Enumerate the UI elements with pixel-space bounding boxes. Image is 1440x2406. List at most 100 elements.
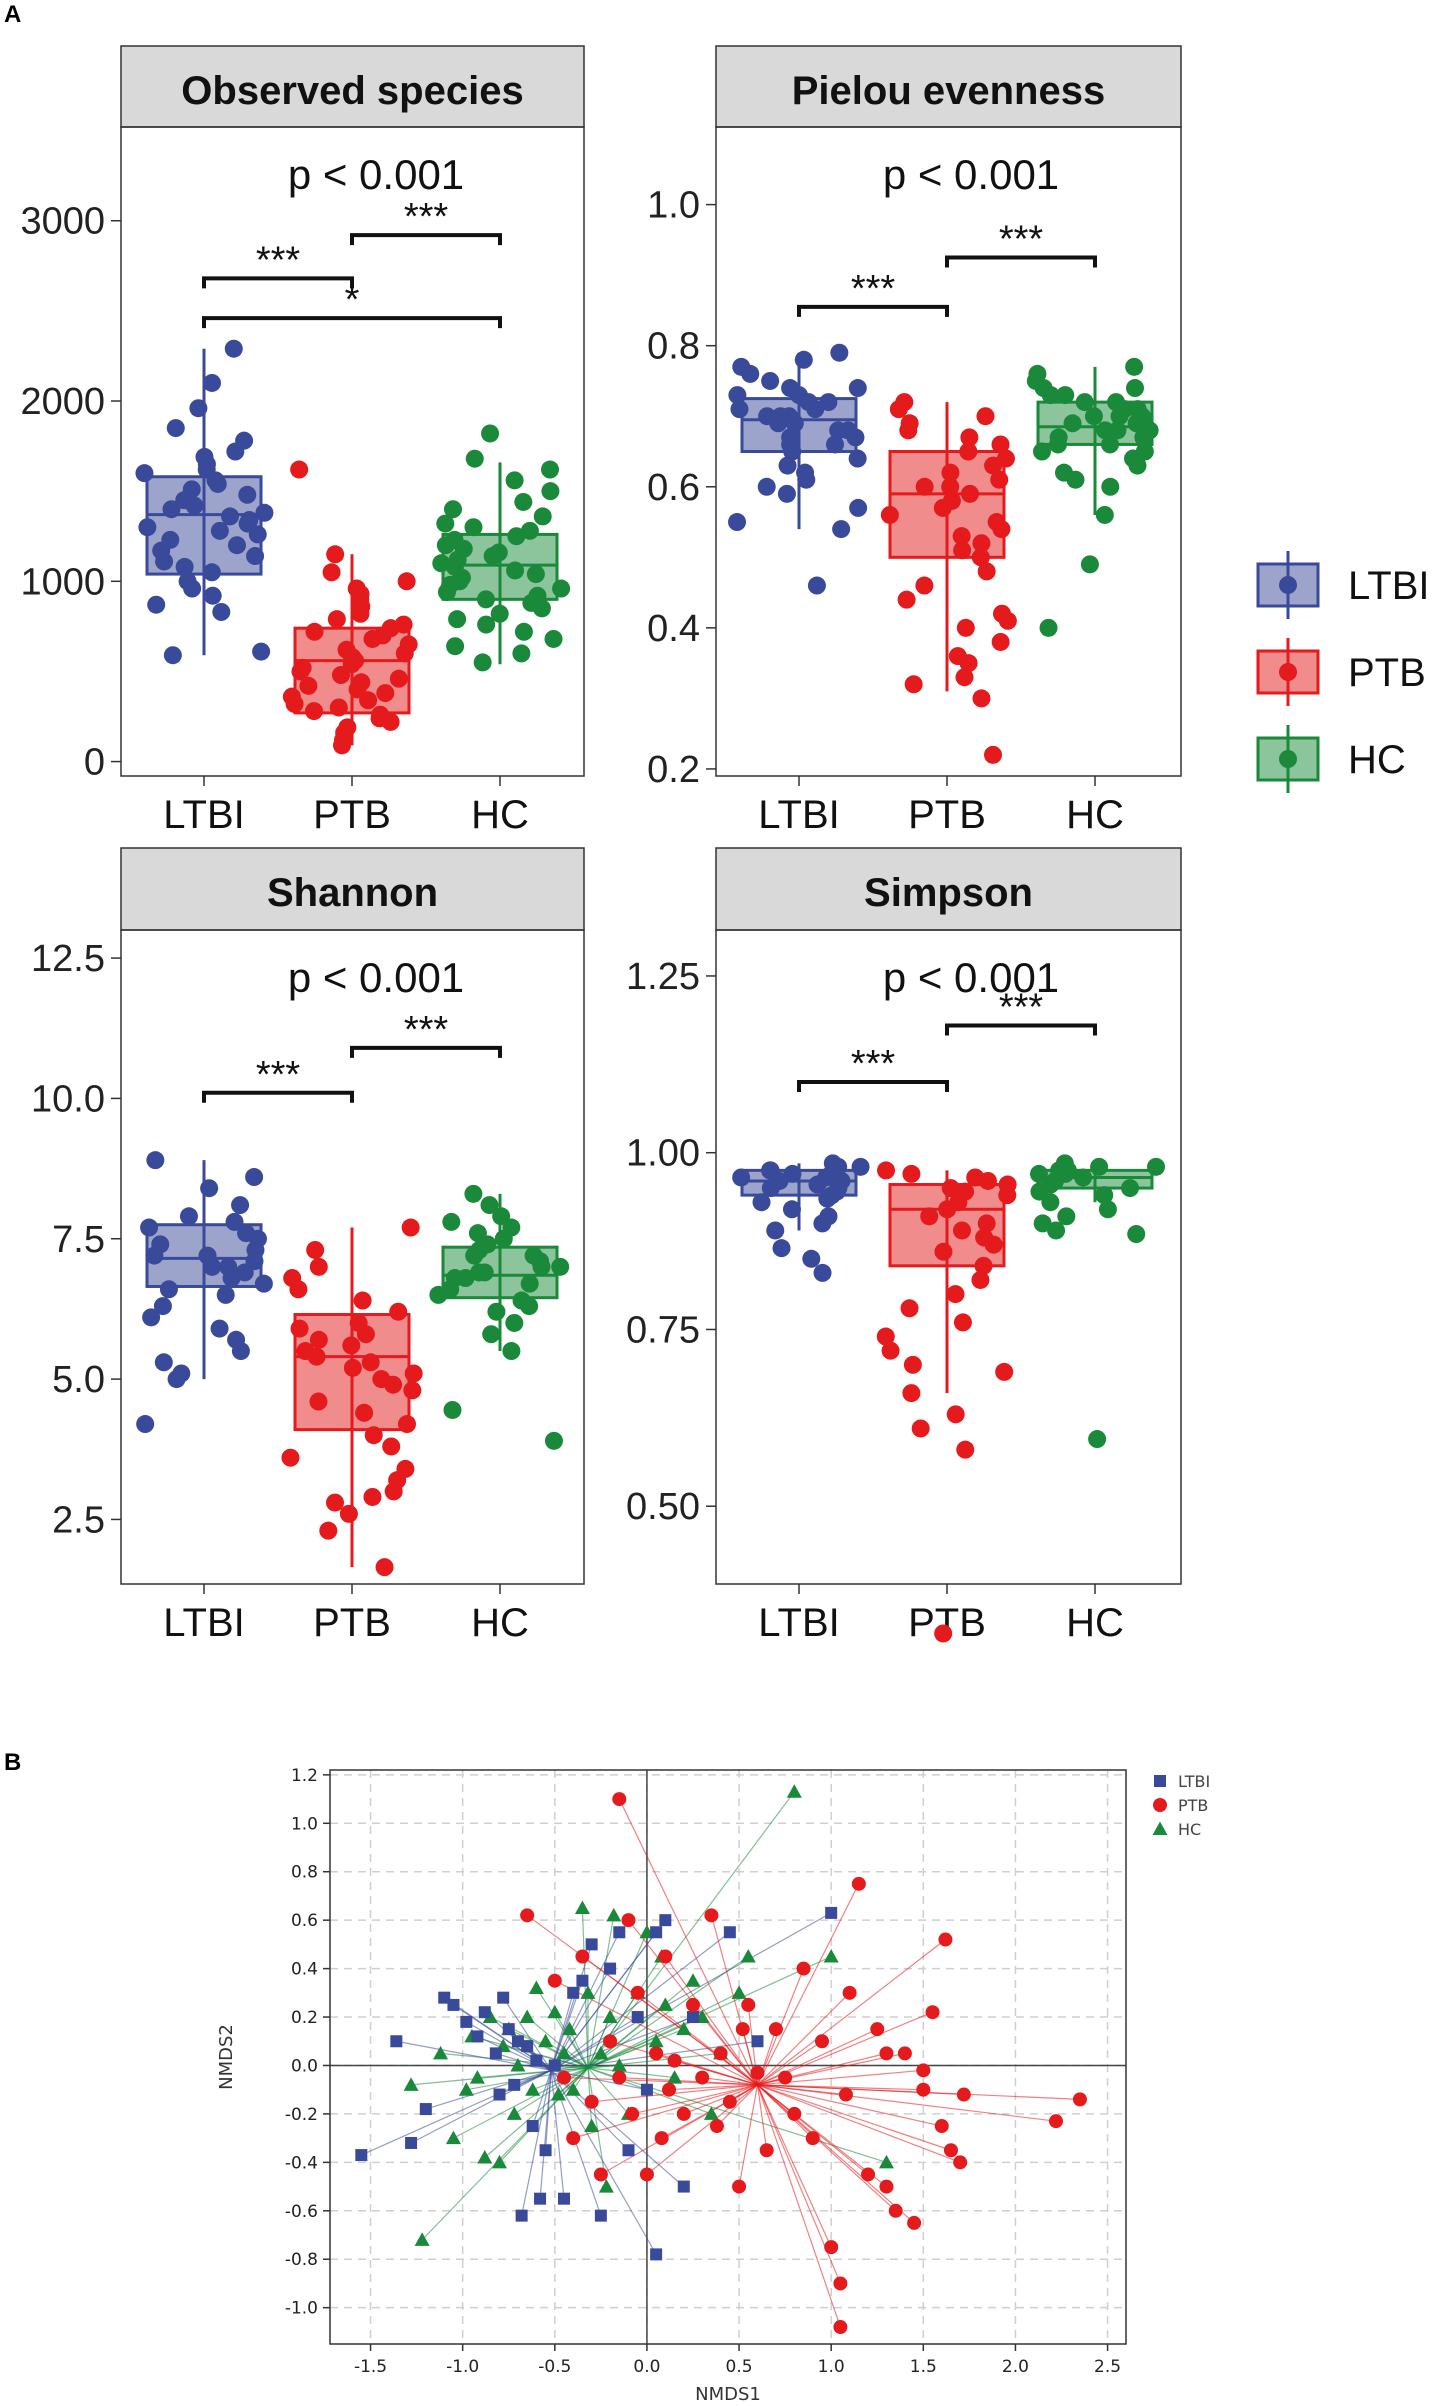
point-hc <box>464 1184 483 1203</box>
point-hc <box>456 1269 475 1288</box>
nmds-point-ptb <box>833 2276 848 2291</box>
point-ltbi <box>163 646 182 665</box>
strip-observed <box>120 45 585 128</box>
spider-line-ptb <box>646 2084 758 2175</box>
point-ltbi <box>200 1179 219 1198</box>
y-tick-label-shannon: 12.5 <box>31 938 105 980</box>
point-ptb <box>956 1440 975 1459</box>
point-ltbi <box>777 484 796 503</box>
point-ptb <box>889 400 908 419</box>
significance-bracket <box>797 304 949 317</box>
plot-title-observed: Observed species <box>181 69 523 113</box>
point-hc <box>1095 505 1114 524</box>
point-ltbi <box>255 503 274 522</box>
panel-b-label: B <box>4 1749 21 1776</box>
point-ptb <box>881 1341 900 1360</box>
y-tick-label-simpson: 0.50 <box>626 1486 700 1528</box>
spider-line-ltbi <box>502 1997 552 2071</box>
nmds-point-ptb <box>879 2179 894 2194</box>
point-hc <box>436 536 455 555</box>
nmds-y-tick-label: -0.4 <box>285 2153 318 2173</box>
spider-line-ptb <box>757 2028 878 2086</box>
spider-line-hc <box>587 2052 721 2069</box>
nmds-point-hc <box>606 1907 622 1922</box>
point-ptb <box>952 1221 971 1240</box>
nmds-point-ltbi <box>478 2006 491 2019</box>
point-ltbi <box>166 419 185 438</box>
point-ltbi <box>135 464 154 483</box>
point-ltbi <box>849 498 868 517</box>
nmds-point-ltbi <box>489 2047 502 2060</box>
spider-line-hc <box>587 2067 675 2079</box>
spider-line-ltbi <box>550 2016 694 2071</box>
point-ltbi <box>202 563 221 582</box>
nmds-point-hc <box>445 2130 461 2145</box>
point-ptb <box>911 1419 930 1438</box>
point-ptb <box>995 1362 1014 1381</box>
nmds-y-tick-label: 0.4 <box>291 1960 318 1980</box>
spider-line-ptb <box>756 1883 860 2086</box>
point-ltbi <box>216 1285 235 1304</box>
nmds-point-ptb <box>704 1908 719 1923</box>
nmds-point-ptb <box>654 2131 669 2146</box>
point-hc <box>541 460 560 479</box>
point-ptb <box>353 1291 372 1310</box>
point-ltbi <box>783 442 802 461</box>
nmds-point-ptb <box>547 1973 562 1988</box>
point-hc <box>1048 435 1067 454</box>
nmds-legend-key-ptb <box>1153 1798 1167 1812</box>
nmds-point-ptb <box>649 2046 664 2061</box>
nmds-point-hc <box>547 2004 563 2019</box>
point-ltbi <box>741 364 760 383</box>
point-hc <box>1047 1221 1066 1240</box>
point-ptb <box>361 1353 380 1372</box>
point-ptb <box>384 1375 403 1394</box>
nmds-x-tick-label: -1.5 <box>354 2357 387 2377</box>
point-ptb <box>903 1355 922 1374</box>
p-value-simpson: p < 0.001 <box>883 954 1059 1001</box>
spider-line-ptb <box>618 1798 759 2086</box>
nmds-point-ltbi <box>585 1938 598 1951</box>
significance-bracket <box>202 276 354 289</box>
nmds-point-ptb <box>833 2320 848 2335</box>
point-ptb <box>941 1179 960 1198</box>
point-ltbi <box>189 399 208 418</box>
spider-line-hc <box>581 1908 589 2068</box>
spider-line-ptb <box>738 2084 759 2187</box>
point-ptb <box>397 1415 416 1434</box>
spider-line-hc <box>477 2067 589 2079</box>
spider-line-hc <box>587 1932 648 2069</box>
point-ptb <box>977 1214 996 1233</box>
nmds-point-ptb <box>593 2167 608 2182</box>
point-ptb <box>877 1161 896 1180</box>
nmds-legend-label-ltbi: LTBI <box>1178 1772 1210 1791</box>
point-ptb <box>290 460 309 479</box>
spider-line-ptb <box>619 2076 758 2086</box>
point-ptb <box>305 622 324 641</box>
y-tick-label-simpson: 0.75 <box>626 1309 700 1351</box>
nmds-point-ltbi <box>613 1926 626 1939</box>
point-ltbi <box>813 1263 832 1282</box>
spider-line-hc <box>558 2067 589 2095</box>
nmds-point-ltbi <box>677 2180 690 2193</box>
point-ptb <box>899 421 918 440</box>
point-hc <box>1110 407 1129 426</box>
nmds-point-ltbi <box>390 2035 403 2048</box>
spider-line-ltbi <box>499 2069 552 2096</box>
y-tick-label-shannon: 10.0 <box>31 1078 105 1120</box>
nmds-x-tick-label: 0.0 <box>633 2357 660 2377</box>
point-ltbi <box>794 350 813 369</box>
plot-title-shannon: Shannon <box>267 871 438 915</box>
point-ltbi <box>162 500 181 519</box>
nmds-point-ltbi <box>511 2035 524 2048</box>
point-ptb <box>953 1313 972 1332</box>
point-hc <box>512 644 531 663</box>
plot-title-simpson: Simpson <box>864 871 1033 915</box>
nmds-point-ltbi <box>622 2144 635 2157</box>
nmds-y-tick-label: -1.0 <box>285 2299 318 2319</box>
nmds-point-ltbi <box>558 2192 571 2205</box>
x-tick-label-observed: HC <box>471 793 529 837</box>
nmds-point-hc <box>598 2179 614 2193</box>
nmds-point-ptb <box>713 2046 728 2061</box>
